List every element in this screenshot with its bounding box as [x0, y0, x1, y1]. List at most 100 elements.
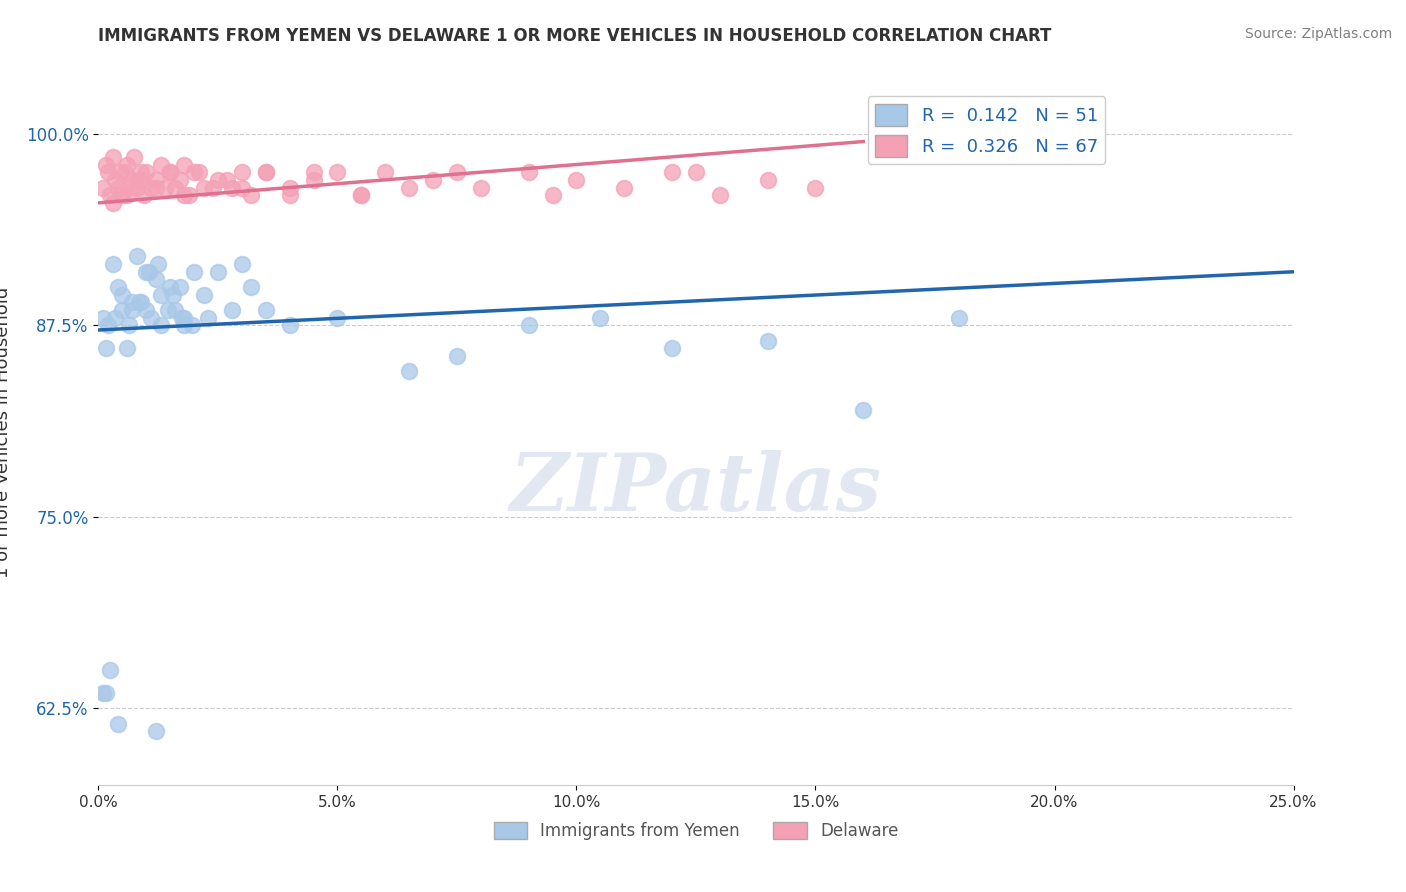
Point: [278, 188, 301, 202]
Point: [124, 150, 146, 164]
Point: [135, 303, 157, 318]
Point: [94, 686, 117, 700]
Point: [98, 188, 122, 202]
Point: [169, 173, 191, 187]
Point: [173, 310, 195, 325]
Point: [240, 188, 263, 202]
Point: [145, 173, 167, 187]
Point: [756, 173, 779, 187]
Point: [125, 250, 148, 264]
Y-axis label: 1 or more Vehicles in Household: 1 or more Vehicles in Household: [0, 287, 11, 578]
Point: [183, 165, 205, 179]
Point: [91, 686, 114, 700]
Point: [121, 303, 143, 318]
Point: [107, 716, 129, 731]
Point: [852, 402, 875, 417]
Legend: Immigrants from Yemen, Delaware: Immigrants from Yemen, Delaware: [486, 815, 905, 847]
Point: [128, 173, 150, 187]
Point: [135, 165, 157, 179]
Point: [565, 173, 588, 187]
Point: [101, 257, 124, 271]
Point: [138, 265, 160, 279]
Point: [231, 180, 253, 194]
Point: [91, 310, 114, 325]
Point: [231, 165, 253, 179]
Point: [446, 349, 468, 363]
Point: [131, 165, 153, 179]
Point: [183, 265, 205, 279]
Point: [121, 295, 143, 310]
Point: [148, 257, 170, 271]
Point: [173, 188, 195, 202]
Point: [326, 165, 349, 179]
Point: [326, 310, 349, 325]
Point: [173, 157, 195, 171]
Point: [446, 165, 468, 179]
Point: [661, 342, 683, 356]
Point: [111, 188, 134, 202]
Point: [207, 173, 229, 187]
Point: [470, 180, 492, 194]
Point: [155, 180, 177, 194]
Point: [207, 265, 229, 279]
Point: [162, 287, 184, 301]
Point: [517, 165, 540, 179]
Point: [101, 150, 124, 164]
Point: [302, 173, 325, 187]
Point: [589, 310, 612, 325]
Point: [149, 318, 172, 333]
Point: [804, 180, 827, 194]
Point: [156, 303, 179, 318]
Point: [350, 188, 373, 202]
Point: [118, 180, 141, 194]
Point: [278, 180, 301, 194]
Point: [613, 180, 636, 194]
Point: [145, 724, 167, 739]
Point: [172, 310, 194, 325]
Point: [541, 188, 564, 202]
Point: [115, 342, 138, 356]
Point: [163, 180, 186, 194]
Point: [169, 280, 191, 294]
Point: [254, 165, 277, 179]
Point: [94, 157, 117, 171]
Point: [685, 165, 707, 179]
Point: [197, 310, 219, 325]
Point: [111, 287, 134, 301]
Point: [709, 188, 731, 202]
Point: [107, 180, 129, 194]
Point: [221, 180, 243, 194]
Point: [193, 287, 215, 301]
Point: [661, 165, 683, 179]
Point: [302, 165, 325, 179]
Text: IMMIGRANTS FROM YEMEN VS DELAWARE 1 OR MORE VEHICLES IN HOUSEHOLD CORRELATION CH: IMMIGRANTS FROM YEMEN VS DELAWARE 1 OR M…: [98, 27, 1052, 45]
Point: [97, 165, 120, 179]
Point: [98, 663, 122, 677]
Point: [173, 318, 195, 333]
Point: [217, 173, 239, 187]
Point: [104, 310, 127, 325]
Point: [131, 295, 153, 310]
Point: [398, 180, 420, 194]
Point: [104, 173, 127, 187]
Point: [135, 265, 157, 279]
Point: [159, 165, 181, 179]
Point: [114, 165, 136, 179]
Point: [221, 303, 243, 318]
Point: [145, 272, 167, 286]
Point: [398, 364, 420, 378]
Point: [180, 318, 202, 333]
Point: [202, 180, 225, 194]
Point: [149, 287, 172, 301]
Point: [107, 280, 129, 294]
Point: [163, 303, 186, 318]
Point: [115, 188, 138, 202]
Point: [240, 280, 263, 294]
Point: [128, 295, 150, 310]
Point: [374, 165, 396, 179]
Point: [91, 180, 114, 194]
Point: [948, 310, 970, 325]
Point: [118, 318, 141, 333]
Point: [132, 188, 155, 202]
Point: [517, 318, 540, 333]
